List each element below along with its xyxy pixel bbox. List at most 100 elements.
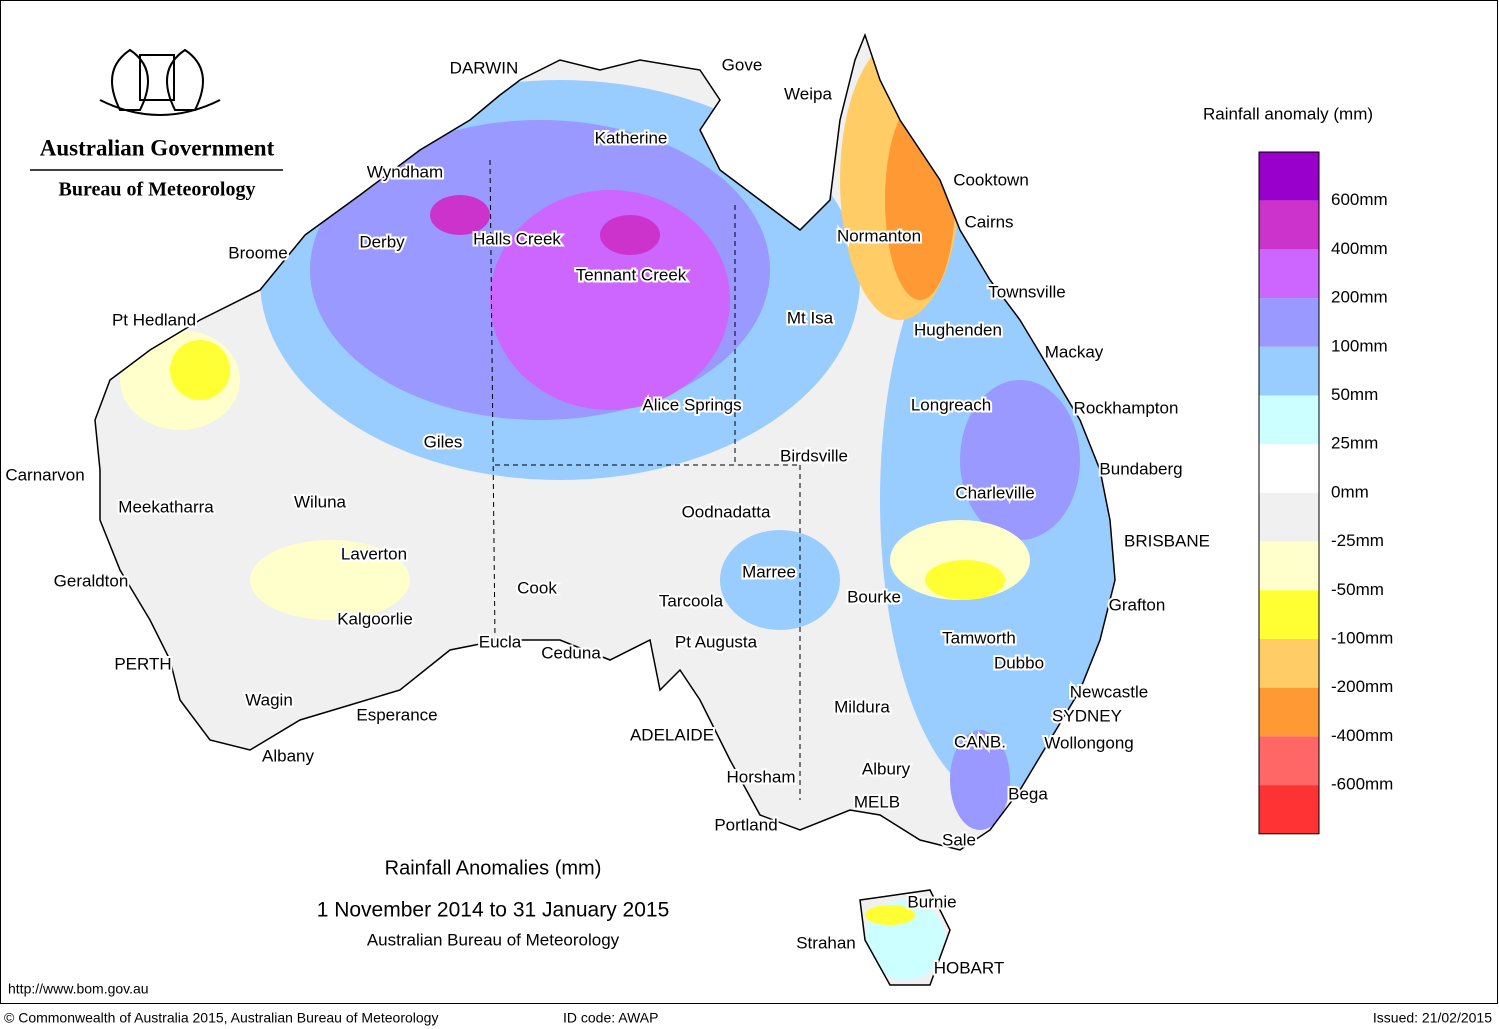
legend-swatch [1259, 590, 1319, 639]
legend-label: -600mm [1331, 775, 1393, 794]
legend-swatch [1259, 785, 1319, 834]
place-label: Birdsville [780, 446, 848, 465]
legend-label: -50mm [1331, 580, 1384, 599]
place-label: Horsham [727, 767, 796, 786]
bureau-name: Bureau of Meteorology [58, 179, 255, 201]
legend-swatch [1259, 249, 1319, 299]
map-period: 1 November 2014 to 31 January 2015 [317, 899, 670, 922]
place-label: Wyndham [367, 162, 443, 181]
place-label: Mackay [1045, 342, 1104, 361]
map-title: Rainfall Anomalies (mm) [385, 857, 602, 879]
place-label: Eucla [479, 632, 522, 651]
logo [30, 48, 283, 171]
legend-swatch [1259, 687, 1319, 737]
legend-swatch [1259, 639, 1319, 688]
place-label: Mildura [834, 697, 890, 716]
place-label: Charleville [955, 483, 1034, 502]
place-label: Burnie [907, 892, 956, 911]
place-label: Albury [862, 759, 911, 778]
place-label: Grafton [1109, 595, 1166, 614]
place-label: Strahan [796, 933, 856, 952]
legend-label: 25mm [1331, 434, 1378, 453]
legend-label: -25mm [1331, 531, 1384, 550]
legend-label: -200mm [1331, 677, 1393, 696]
place-label: Katherine [595, 128, 668, 147]
place-label: Meekatharra [118, 497, 214, 516]
legend-swatch [1259, 444, 1319, 493]
legend-label: 100mm [1331, 336, 1388, 355]
place-label: Cairns [964, 212, 1013, 231]
legend-swatch [1259, 395, 1319, 445]
place-label: Longreach [911, 395, 991, 414]
place-label: Derby [359, 232, 405, 251]
place-label: CANB. [954, 732, 1006, 751]
place-label: Giles [424, 432, 463, 451]
place-label: Cooktown [953, 170, 1029, 189]
legend-swatch [1259, 492, 1319, 542]
place-label: Laverton [341, 544, 407, 563]
place-label: Bundaberg [1099, 459, 1182, 478]
legend-swatch [1259, 736, 1319, 786]
legend: Rainfall anomaly (mm) 600mm 400mm 200mm 100… [1203, 104, 1393, 835]
state-borders [489, 159, 801, 800]
place-label: Portland [714, 815, 777, 834]
place-label: PERTH [114, 654, 171, 673]
place-labels: DARWIN Gove Weipa Katherine Wyndham Cooktown C… [3, 53, 1212, 979]
place-label: Oodnadatta [682, 502, 771, 521]
place-label: Sale [942, 830, 976, 849]
place-label: ADELAIDE [630, 725, 714, 744]
place-label: MELB [854, 792, 900, 811]
place-label: Hughenden [914, 320, 1002, 339]
place-label: Rockhampton [1074, 398, 1179, 417]
place-label: Ceduna [541, 643, 601, 662]
place-label: HOBART [934, 958, 1005, 977]
legend-label: -400mm [1331, 726, 1393, 745]
legend-swatch [1259, 152, 1319, 201]
place-label: Cook [517, 578, 557, 597]
place-label: Tamworth [942, 628, 1016, 647]
id-code: ID code: AWAP [563, 1010, 658, 1026]
place-label: Kalgoorlie [337, 609, 413, 628]
place-label: Dubbo [994, 653, 1044, 672]
place-label: Weipa [784, 84, 832, 103]
place-label: Pt Augusta [675, 632, 758, 651]
legend-swatch [1259, 541, 1319, 591]
place-label: Wiluna [294, 492, 347, 511]
map-source: Australian Bureau of Meteorology [367, 930, 620, 949]
legend-swatch [1259, 346, 1319, 396]
legend-label: 50mm [1331, 385, 1378, 404]
place-label: Esperance [356, 705, 437, 724]
legend-title: Rainfall anomaly (mm) [1203, 104, 1373, 123]
place-label: Tarcoola [659, 591, 724, 610]
coastline [94, 32, 1116, 986]
place-label: Marree [742, 562, 796, 581]
place-label: Townsville [988, 282, 1065, 301]
place-label: BRISBANE [1124, 531, 1210, 550]
place-label: Bega [1008, 784, 1048, 803]
government-name: Australian Government [40, 135, 275, 160]
place-label: SYDNEY [1052, 706, 1122, 725]
place-label: Bourke [847, 587, 901, 606]
legend-swatch [1259, 200, 1319, 250]
place-label: Gove [722, 55, 763, 74]
place-label: Carnarvon [5, 465, 84, 484]
legend-border [1258, 151, 1320, 835]
place-label: Wollongong [1044, 733, 1133, 752]
place-label: Albany [262, 746, 314, 765]
place-label: Mt Isa [787, 308, 834, 327]
place-label: Wagin [245, 690, 293, 709]
place-label: Broome [228, 243, 288, 262]
legend-label: 200mm [1331, 288, 1388, 307]
legend-swatch [1259, 298, 1319, 347]
url: http://www.bom.gov.au [8, 981, 149, 997]
place-label: Alice Springs [642, 395, 741, 414]
legend-label: 0mm [1331, 482, 1369, 501]
issued: Issued: 21/02/2015 [1373, 1010, 1492, 1026]
legend-label: -100mm [1331, 628, 1393, 647]
place-label: Newcastle [1070, 682, 1148, 701]
place-label: Halls Creek [473, 229, 561, 248]
copyright: © Commonwealth of Australia 2015, Austra… [4, 1010, 438, 1026]
place-label: Normanton [837, 226, 921, 245]
place-label: DARWIN [450, 58, 519, 77]
